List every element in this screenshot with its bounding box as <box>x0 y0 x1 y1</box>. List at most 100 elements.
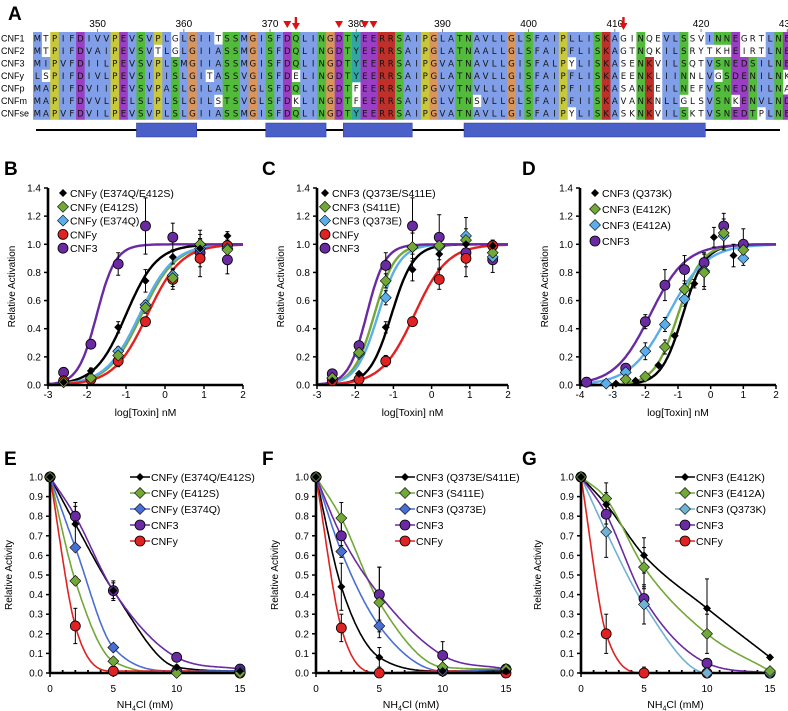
y-tick-label: 0.6 <box>296 296 310 307</box>
residue-cell <box>386 57 396 70</box>
legend-label: CNF3 (Q373E) <box>332 216 402 228</box>
legend-label: CNF3 <box>416 520 444 532</box>
x-tick-label: 15 <box>764 684 776 695</box>
residue-cell <box>127 57 137 70</box>
legend-label: CNF3 (Q373E/S411E) <box>416 472 520 484</box>
residue-cell <box>239 32 249 45</box>
residue-cell <box>610 44 620 58</box>
residue-cell <box>222 44 232 58</box>
sequence-name: CNFy <box>1 71 24 81</box>
residue-cell <box>33 69 42 83</box>
data-point <box>600 377 613 390</box>
residue-cell <box>291 32 301 45</box>
residue-cell <box>93 32 103 45</box>
residue-cell <box>334 69 344 83</box>
data-point <box>399 503 411 515</box>
x-axis-title: NH4Cl (mM) <box>117 699 173 711</box>
data-point <box>639 345 652 358</box>
residue-cell <box>93 82 103 95</box>
residue-cell <box>438 94 448 108</box>
residue-cell <box>127 44 137 58</box>
residue-cell <box>464 32 473 45</box>
residue-cell <box>395 69 404 83</box>
sequence-residues: MIPVFDIILPEVSVPLSMGIIASSMGISFDQLINGDTYEE… <box>34 59 788 69</box>
helix-bar <box>463 122 706 138</box>
data-point <box>737 243 750 256</box>
residue-cell <box>489 69 499 83</box>
residue-cell <box>257 107 267 120</box>
residue-cell <box>636 107 646 120</box>
data-point <box>134 519 146 531</box>
x-tick-label: -2 <box>83 390 92 401</box>
residue-cell <box>748 69 758 83</box>
x-tick-label: 0 <box>429 390 435 401</box>
residue-cell <box>196 57 206 70</box>
residue-cell <box>722 32 732 45</box>
residue-cell <box>153 69 163 83</box>
data-point <box>319 214 331 227</box>
data-point <box>328 376 337 385</box>
residue-cell <box>515 94 525 108</box>
residue-cell <box>188 94 198 108</box>
residue-cell <box>188 69 198 83</box>
residue-cell <box>334 107 344 120</box>
residue-cell <box>765 57 775 70</box>
x-axis-title-part: Cl (mM) <box>402 699 439 711</box>
residue-cell <box>774 107 784 120</box>
residue-cell <box>576 82 585 95</box>
y-tick-label: 0.2 <box>560 629 574 640</box>
data-point <box>679 503 691 515</box>
residue-cell <box>214 107 223 120</box>
residue-cell <box>67 82 77 95</box>
x-axis-title-part: 4 <box>662 706 666 711</box>
legend-label: CNFy (E374Q/E412S) <box>151 472 255 484</box>
data-point <box>659 341 671 353</box>
legend-label: CNF3 (S411E) <box>332 202 400 214</box>
y-tick-label: 0.9 <box>295 492 309 503</box>
residue-cell <box>765 94 775 108</box>
x-axis-title: NH4Cl (mM) <box>647 699 703 711</box>
residue-cell <box>257 44 267 58</box>
residue-cell <box>429 69 439 83</box>
x-tick-label: 5 <box>641 684 647 695</box>
residue-cell <box>58 107 68 120</box>
data-point <box>85 338 97 350</box>
chart-panel-d: D 0.0 0.2 0.4 0.6 0.8 1.0 1.2 1.4 -4 -3 -2 -1 0 1 2 Rela… <box>522 159 779 419</box>
residue-cell <box>498 82 508 95</box>
residue-cell <box>507 82 517 95</box>
residue-cell <box>369 69 379 83</box>
residue-cell <box>532 57 542 70</box>
residue-cell <box>119 107 129 120</box>
data-point <box>600 525 613 538</box>
data-point <box>236 667 244 676</box>
residue-cell <box>472 57 482 70</box>
position-label: 430 <box>779 19 788 30</box>
data-point <box>631 376 640 385</box>
residue-cell <box>33 32 42 45</box>
x-tick-label: 0 <box>162 390 168 401</box>
residue-cell <box>248 57 258 70</box>
data-point <box>589 219 601 231</box>
residue-cell <box>214 44 223 58</box>
data-point <box>171 651 183 663</box>
residue-cell <box>170 94 180 108</box>
residue-cell <box>412 82 422 95</box>
residue-cell <box>101 107 111 120</box>
residue-cell <box>498 32 508 45</box>
residue-cell <box>481 44 491 58</box>
residue-cell <box>636 94 646 108</box>
residue-cell <box>386 82 396 95</box>
legend-label: CNFy (E374Q/E412S) <box>70 188 174 200</box>
residue-cell <box>326 44 335 58</box>
residue-cell <box>145 44 154 58</box>
residue-cell <box>41 57 51 70</box>
residue-cell <box>610 32 620 45</box>
data-point <box>337 582 346 591</box>
residue-cell <box>593 107 603 120</box>
x-tick-label: 2 <box>240 390 246 401</box>
residue-cell <box>274 69 284 83</box>
data-point <box>401 473 409 481</box>
x-tick-label: 2 <box>505 390 511 401</box>
residue-cell <box>41 82 51 95</box>
residue-cell <box>67 57 77 70</box>
